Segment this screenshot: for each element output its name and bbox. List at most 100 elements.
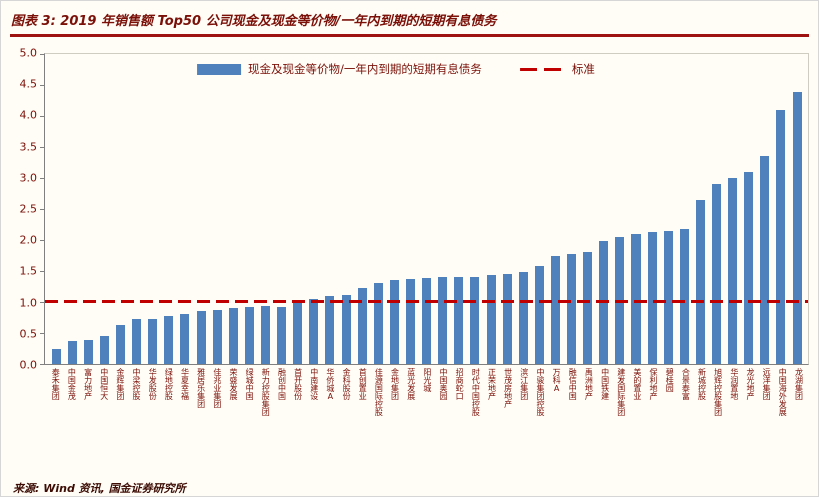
bar-slot	[225, 54, 241, 364]
x-axis-label: 碧桂园	[665, 368, 675, 392]
y-tick-mark	[40, 302, 45, 303]
y-tick-label: 1.0	[19, 296, 38, 310]
bar-slot	[322, 54, 338, 364]
bar	[712, 184, 722, 364]
x-axis-label: 中国奥园	[439, 368, 449, 400]
x-axis-label: 首创置业	[358, 368, 368, 400]
bar	[309, 298, 319, 364]
x-axis-label: 绿城中国	[245, 368, 255, 400]
x-axis-label: 金辉集团	[115, 368, 125, 400]
x-axis-label: 融创中国	[277, 368, 287, 400]
x-axis-label: 远洋集团	[762, 368, 772, 400]
bar	[486, 275, 496, 364]
bar	[502, 274, 512, 364]
bar	[422, 278, 432, 364]
bar	[663, 230, 673, 364]
bar-slot	[580, 54, 596, 364]
chart-title: 图表 3: 2019 年销售额 Top50 公司现金及现金等价物/一年内到期的短…	[11, 14, 497, 29]
bar	[615, 236, 625, 364]
bar-slot	[129, 54, 145, 364]
x-axis-label: 绿地控股	[164, 368, 174, 400]
x-slot: 阳光城	[419, 368, 435, 472]
legend-line-swatch	[519, 67, 564, 71]
x-slot: 中国海外发展	[774, 368, 790, 472]
x-axis-label: 金地集团	[390, 368, 400, 400]
x-axis-label: 华侨城A	[325, 368, 335, 401]
bar-slot	[161, 54, 177, 364]
bar	[518, 272, 528, 364]
x-axis-label: 华夏幸福	[180, 368, 190, 400]
x-slot: 首开股份	[289, 368, 305, 472]
x-axis-label: 雅居乐集团	[196, 368, 206, 408]
x-slot: 中国奥园	[435, 368, 451, 472]
bar	[695, 199, 705, 364]
chart: 5.0 4.5 4.0 3.5 3.0 2.5 2.0 1.5 1.0 0.5 0.0 现金及现金等…	[10, 48, 809, 472]
x-slot: 华夏幸福	[176, 368, 192, 472]
x-axis-label: 中国海外发展	[778, 368, 788, 416]
bar	[277, 306, 287, 364]
legend-bar-label: 现金及现金等价物/一年内到期的短期有息债务	[248, 62, 482, 76]
x-axis-label: 中国铁建	[600, 368, 610, 400]
x-axis-label: 华润置地	[729, 368, 739, 400]
bar	[679, 229, 689, 364]
x-slot: 时代中国控股	[467, 368, 483, 472]
x-axis-label: 正荣地产	[487, 368, 497, 400]
y-tick-mark	[40, 240, 45, 241]
x-slot: 正荣地产	[483, 368, 499, 472]
bar	[357, 288, 367, 364]
x-slot: 华侨城A	[322, 368, 338, 472]
x-slot: 富力地产	[79, 368, 95, 472]
y-tick-label: 3.5	[19, 140, 38, 154]
x-axis-label: 时代中国控股	[471, 368, 481, 416]
y-tick-mark	[40, 364, 45, 365]
bar	[180, 314, 190, 364]
bar-slot	[96, 54, 112, 364]
legend-line-label: 标准	[571, 62, 595, 76]
x-slot: 中国铁建	[596, 368, 612, 472]
x-axis-label: 中国金茂	[67, 368, 77, 400]
bar	[212, 310, 222, 364]
y-tick-label: 0.0	[19, 358, 38, 372]
x-axis-label: 富力地产	[83, 368, 93, 400]
x-slot: 华发股份	[144, 368, 160, 472]
bar	[325, 295, 335, 364]
bar-slot	[660, 54, 676, 364]
x-slot: 中国恒大	[95, 368, 111, 472]
x-axis-label: 龙湖集团	[794, 368, 804, 400]
bar	[293, 300, 303, 364]
bar-slot	[612, 54, 628, 364]
bar	[583, 252, 593, 364]
x-axis-label: 建发国际集团	[616, 368, 626, 416]
x-slot: 佳源国际控股	[370, 368, 386, 472]
x-axis-label: 金科股份	[342, 368, 352, 400]
bar-slot	[145, 54, 161, 364]
bars	[45, 54, 808, 364]
x-slot: 合景泰富	[677, 368, 693, 472]
x-slot: 中梁控股	[128, 368, 144, 472]
bar-slot	[177, 54, 193, 364]
y-tick-label: 4.5	[19, 77, 38, 91]
bar	[792, 92, 802, 364]
x-axis-label: 中梁控股	[132, 368, 142, 400]
bar-slot	[596, 54, 612, 364]
x-slot: 远洋集团	[758, 368, 774, 472]
bar	[599, 241, 609, 364]
bar-slot	[290, 54, 306, 364]
x-slot: 新力控股集团	[257, 368, 273, 472]
x-slot: 中国金茂	[63, 368, 79, 472]
x-slot: 雅居乐集团	[192, 368, 208, 472]
legend-bar-swatch	[197, 63, 242, 75]
x-axis-label: 中骏集团控股	[535, 368, 545, 416]
bar	[148, 318, 158, 364]
bar	[99, 336, 109, 364]
bar-slot	[628, 54, 644, 364]
bar	[534, 266, 544, 364]
bar-slot	[773, 54, 789, 364]
bar-slot	[564, 54, 580, 364]
bar-slot	[692, 54, 708, 364]
bar	[228, 308, 238, 364]
bar	[132, 319, 142, 364]
bar-slot	[209, 54, 225, 364]
bar-slot	[402, 54, 418, 364]
